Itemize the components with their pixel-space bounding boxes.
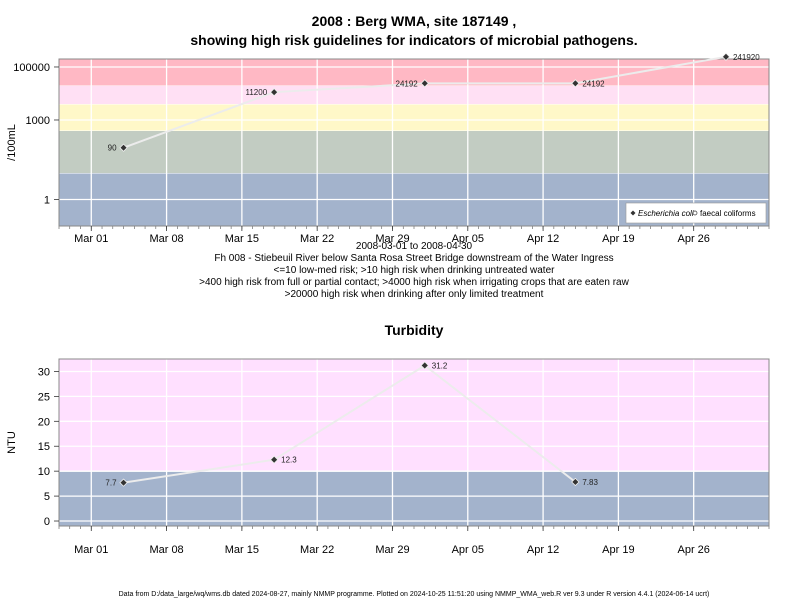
- ecoli-panel: Mar 01 Mar 08 Mar 15 Mar 22 Mar 29 Apr 05 Apr …: [6, 52, 770, 245]
- risk-band: [59, 359, 769, 472]
- data-label: 24192: [582, 79, 605, 88]
- data-point: [269, 88, 279, 97]
- x-tick-label: Apr 26: [677, 544, 709, 556]
- footer-note: Data from D:/data_large/wq/wms.db dated …: [119, 591, 710, 598]
- x-tick-label: Apr 26: [677, 233, 709, 245]
- legend-marker-circle: [692, 210, 698, 216]
- risk-band: [59, 130, 769, 173]
- data-label: 7.83: [582, 478, 598, 487]
- data-label: 31.2: [432, 361, 448, 370]
- x-tick-label: Mar 15: [225, 544, 259, 556]
- risk-note-3: >20000 high risk when drinking after onl…: [285, 289, 544, 300]
- date-range-label: 2008-03-01 to 2008-04-30: [356, 241, 473, 252]
- x-tick-label: Mar 22: [300, 544, 334, 556]
- y-tick-label: 1: [44, 194, 50, 206]
- legend: Escherichia coli faecal coliforms: [625, 202, 767, 224]
- data-label: 11200: [245, 88, 267, 97]
- x-tick-label: Apr 19: [602, 544, 634, 556]
- y-tick-label: 5: [44, 491, 50, 503]
- plot-frame: [58, 58, 770, 227]
- x-tick-label: Apr 05: [452, 544, 484, 556]
- y-tick-label: 25: [38, 391, 50, 403]
- y-tick-label: 10: [38, 466, 50, 478]
- risk-band: [59, 59, 769, 86]
- y-axis-label: NTU: [6, 431, 18, 454]
- y-axis-label: /100mL: [6, 124, 18, 161]
- chart-subtitle: showing high risk guidelines for indicat…: [190, 32, 637, 48]
- x-tick-label: Mar 29: [375, 233, 409, 245]
- legend-label: Escherichia coli: [638, 209, 694, 218]
- x-tick-label: Mar 29: [375, 544, 409, 556]
- x-tick-label: Apr 12: [527, 544, 559, 556]
- legend-marker-diamond: [630, 210, 636, 216]
- site-description: Fh 008 - Stiebeuil River below Santa Ros…: [214, 253, 613, 264]
- x-tick-label: Mar 15: [225, 233, 259, 245]
- series-line: [123, 364, 576, 484]
- x-tick-label: Mar 01: [74, 544, 108, 556]
- data-point: [119, 143, 128, 152]
- data-label: 7.7: [105, 479, 117, 488]
- x-tick-label: Mar 08: [149, 233, 183, 245]
- y-tick-label: 20: [38, 416, 50, 428]
- plot-frame: [58, 358, 770, 527]
- x-tick-label: Apr 05: [452, 233, 484, 245]
- data-label: 241920: [733, 53, 760, 62]
- y-tick-label: 30: [38, 366, 50, 378]
- risk-note-2: >400 high risk from full or partial cont…: [199, 277, 629, 288]
- data-point: [420, 361, 429, 370]
- x-tick-label: Apr 19: [602, 233, 634, 245]
- x-tick-label: Mar 22: [300, 233, 334, 245]
- x-tick-label: Apr 12: [527, 233, 559, 245]
- y-tick-label: 15: [38, 441, 50, 453]
- risk-band: [59, 104, 769, 131]
- data-label: 12.3: [281, 456, 297, 465]
- y-tick-label: 0: [44, 516, 50, 528]
- data-point: [119, 478, 128, 487]
- y-tick-label: 100000: [13, 62, 50, 74]
- data-point: [571, 477, 580, 487]
- data-point: [721, 52, 731, 61]
- risk-band: [59, 85, 769, 105]
- y-tick-label: 1000: [26, 115, 50, 127]
- data-point: [269, 455, 279, 464]
- x-tick-label: Mar 01: [74, 233, 108, 245]
- x-tick-label: Mar 08: [149, 544, 183, 556]
- data-label: 90: [108, 144, 117, 153]
- chart-title: 2008 : Berg WMA, site 187149 ,: [312, 13, 517, 29]
- turbidity-panel: Mar 01 Mar 08 Mar 15 Mar 22 Mar 29 Apr 05 Apr …: [6, 358, 770, 556]
- legend-box: [625, 202, 767, 224]
- data-label: 24192: [396, 79, 419, 88]
- risk-band: [59, 471, 769, 526]
- legend-label: faecal coliforms: [700, 209, 756, 218]
- risk-note-1: <=10 low-med risk; >10 high risk when dr…: [274, 265, 556, 276]
- data-point: [420, 79, 429, 88]
- turbidity-title: Turbidity: [385, 322, 444, 338]
- data-point: [571, 79, 580, 88]
